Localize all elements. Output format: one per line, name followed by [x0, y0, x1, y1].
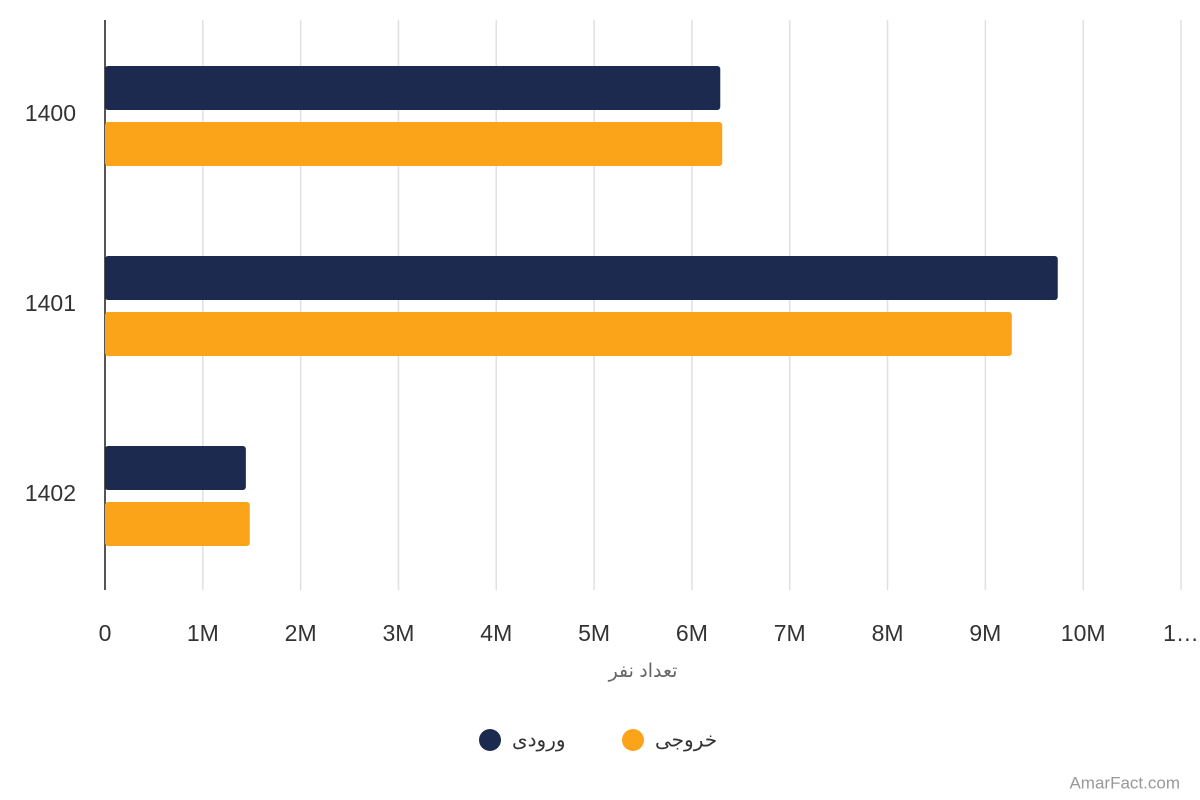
x-tick-label: 4M [480, 620, 512, 646]
x-tick-label: 8M [872, 620, 904, 646]
legend-marker [622, 729, 644, 751]
x-tick-label: 6M [676, 620, 708, 646]
x-tick-label: 0 [99, 620, 112, 646]
bar [105, 312, 1012, 356]
x-tick-label: 1… [1163, 620, 1199, 646]
bar [105, 502, 250, 546]
x-axis-title: تعداد نفر [608, 661, 678, 682]
legend-marker [479, 729, 501, 751]
x-tick-label: 1M [187, 620, 219, 646]
x-tick-label: 5M [578, 620, 610, 646]
y-tick-label: 1401 [25, 290, 76, 316]
x-tick-label: 10M [1061, 620, 1106, 646]
y-tick-label: 1402 [25, 480, 76, 506]
bar [105, 446, 246, 490]
x-tick-label: 3M [382, 620, 414, 646]
legend-label: خروجی [655, 729, 717, 751]
x-tick-label: 7M [774, 620, 806, 646]
bar [105, 66, 721, 110]
y-tick-label: 1400 [25, 100, 76, 126]
bar [105, 256, 1058, 300]
legend-label: ورودی [512, 729, 566, 751]
watermark: AmarFact.com [1069, 773, 1180, 792]
x-tick-label: 9M [969, 620, 1001, 646]
x-tick-label: 2M [285, 620, 317, 646]
bar [105, 122, 723, 166]
